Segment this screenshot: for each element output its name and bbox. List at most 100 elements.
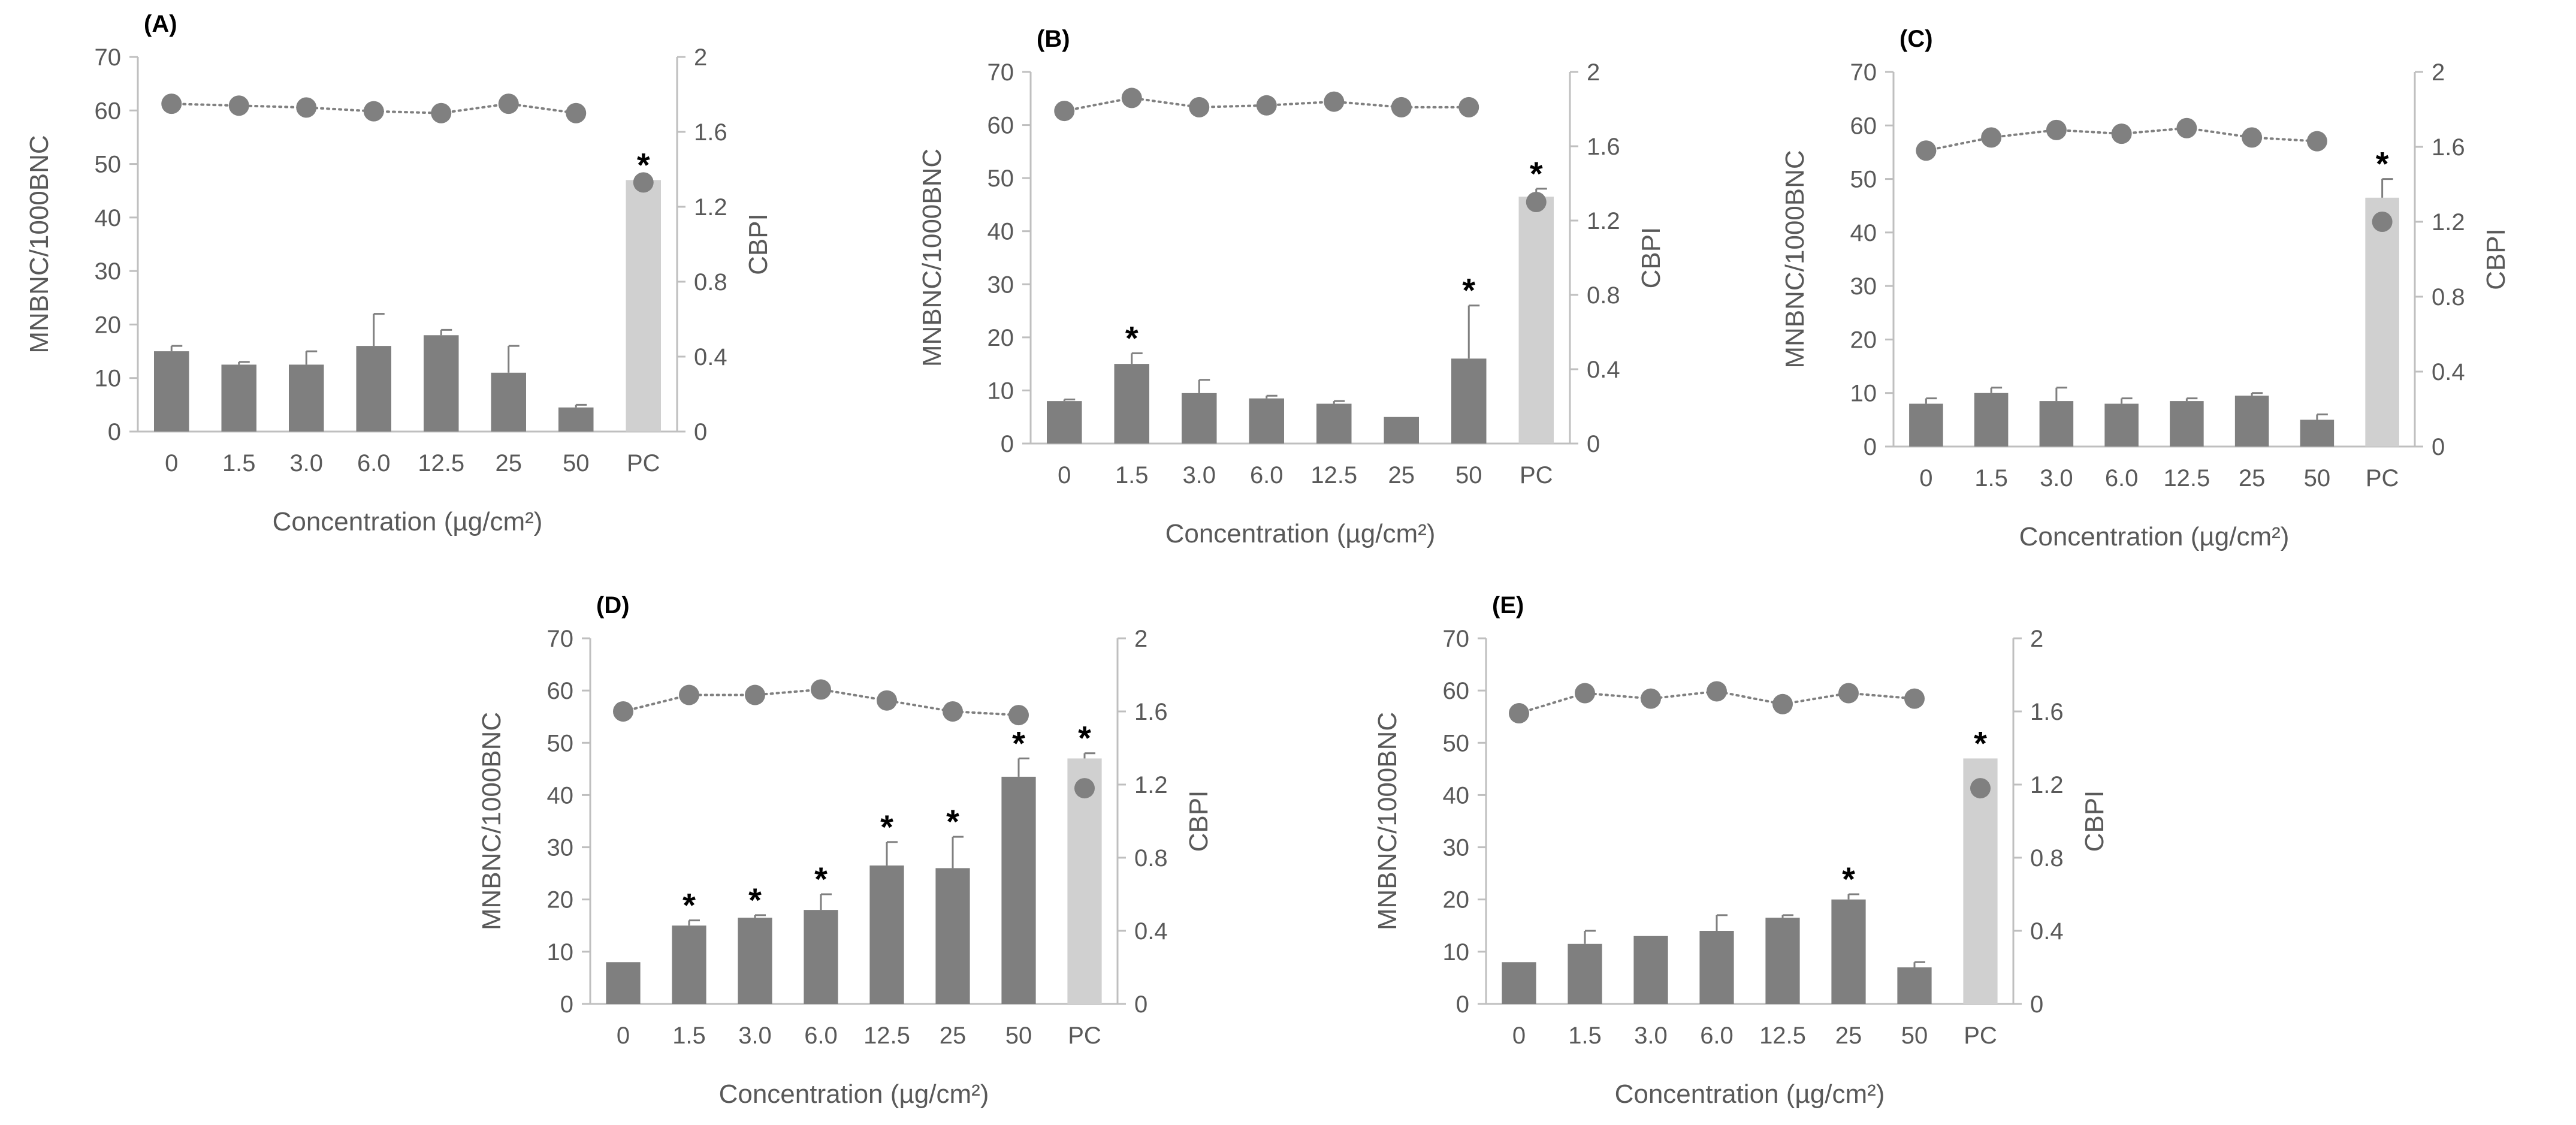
significance-star: * [1012, 724, 1025, 762]
cbpi-point [1458, 96, 1479, 117]
cbpi-point [633, 172, 654, 193]
x-tick-label: 3.0 [2040, 465, 2073, 491]
x-tick-label: 0 [165, 450, 178, 476]
cbpi-point [1509, 703, 1529, 724]
y2-tick-label: 0.4 [1134, 918, 1168, 945]
x-tick-label: 3.0 [738, 1023, 772, 1049]
bar [1451, 358, 1487, 444]
bar [1568, 943, 1602, 1004]
y-tick-label: 60 [987, 113, 1014, 139]
cbpi-point [2242, 127, 2263, 148]
x-tick-label: 50 [1901, 1023, 1928, 1049]
cbpi-point [1970, 778, 1991, 799]
bar [1182, 393, 1217, 444]
y2-axis-title: CBPI [2080, 791, 2109, 852]
chart-svg: 0 10 20 30 40 50 60 70 0 0.4 0.8 1.2 1.6 2 * * 0 1.5 3.0 6.… [1373, 592, 2109, 1109]
y-tick-label: 20 [987, 325, 1014, 351]
bar [1765, 918, 1800, 1004]
significance-star: * [814, 860, 828, 898]
y2-tick-label: 1.2 [1134, 772, 1168, 798]
cbpi-point [498, 94, 519, 114]
x-tick-label: 25 [1835, 1023, 1862, 1049]
y-tick-label: 0 [560, 991, 573, 1018]
bar-pc [626, 180, 661, 432]
x-tick-label: 50 [1005, 1023, 1032, 1049]
x-tick-label: 0 [1919, 465, 1932, 491]
y-tick-label: 70 [1443, 626, 1470, 652]
x-axis-title: Concentration (µg/cm²) [719, 1079, 989, 1109]
cbpi-point [1575, 683, 1595, 704]
x-tick-label: 25 [2239, 465, 2266, 491]
y2-tick-label: 1.6 [1134, 699, 1168, 725]
bar [1001, 776, 1036, 1004]
bar [1384, 417, 1419, 444]
y-tick-label: 70 [95, 44, 122, 71]
y2-tick-label: 0.8 [2030, 845, 2064, 871]
bar [1316, 403, 1352, 444]
significance-star: * [1842, 860, 1855, 898]
bar [424, 335, 459, 432]
x-tick-label: 1.5 [672, 1023, 706, 1049]
significance-star: * [1974, 724, 1987, 762]
y2-axis-title: CBPI [1636, 227, 1666, 289]
bar [1249, 398, 1284, 444]
y-tick-label: 60 [1850, 113, 1877, 139]
y-tick-label: 50 [547, 730, 574, 756]
y-tick-label: 50 [987, 165, 1014, 192]
significance-star: * [1462, 272, 1475, 309]
cbpi-point [228, 95, 249, 116]
y2-tick-label: 0 [2030, 991, 2043, 1018]
cbpi-point [2176, 117, 2197, 138]
bar [935, 868, 970, 1004]
cbpi-point [2306, 131, 2327, 152]
y2-tick-label: 1.6 [694, 119, 727, 146]
bar [1974, 393, 2009, 447]
y-tick-label: 40 [1443, 782, 1470, 809]
bar [154, 351, 189, 432]
y2-tick-label: 2 [1587, 59, 1600, 86]
y2-tick-label: 0.8 [2432, 284, 2465, 310]
bar [2300, 420, 2335, 447]
y2-tick-label: 0 [2432, 434, 2445, 460]
x-tick-label: 6.0 [1700, 1023, 1734, 1049]
x-tick-label: 1.5 [1115, 462, 1149, 488]
y-tick-label: 20 [1443, 887, 1470, 913]
chart-panel-c: 0 10 20 30 40 50 60 70 0 0.4 0.8 1.2 1.6 2 * 0 1.5 3.0 6.0… [1756, 12, 2571, 563]
x-tick-label: PC [1068, 1023, 1101, 1049]
cbpi-point [877, 690, 897, 711]
cbpi-point [1324, 91, 1345, 112]
y-tick-label: 0 [1001, 431, 1014, 457]
cbpi-point [2372, 212, 2393, 232]
x-tick-label: 6.0 [804, 1023, 838, 1049]
x-tick-label: 50 [2304, 465, 2331, 491]
y2-tick-label: 1.6 [2030, 699, 2064, 725]
x-tick-label: 25 [940, 1023, 967, 1049]
chart-panel-e: 0 10 20 30 40 50 60 70 0 0.4 0.8 1.2 1.6 2 * * 0 1.5 3.0 6.… [1330, 575, 2187, 1125]
y2-tick-label: 0.8 [1134, 845, 1168, 871]
cbpi-point [161, 94, 182, 114]
x-tick-label: PC [2366, 465, 2399, 491]
x-tick-label: 1.5 [1974, 465, 2008, 491]
y-tick-label: 30 [547, 835, 574, 861]
x-tick-label: 12.5 [2163, 465, 2210, 491]
bar-pc [1518, 197, 1554, 444]
cbpi-point [1054, 101, 1075, 122]
panel-label: (E) [1492, 592, 1524, 619]
y2-tick-label: 0.4 [2432, 359, 2465, 385]
y-tick-label: 60 [1443, 678, 1470, 704]
x-tick-label: PC [1520, 462, 1553, 488]
panel-label: (B) [1037, 26, 1070, 52]
x-tick-label: 0 [1512, 1023, 1526, 1049]
significance-star: * [748, 881, 762, 919]
cbpi-point [1391, 96, 1412, 117]
y-tick-label: 10 [1850, 381, 1877, 407]
cbpi-point [1916, 140, 1937, 161]
y2-tick-label: 1.2 [2432, 209, 2465, 236]
bar [1909, 403, 1943, 447]
cbpi-point [1074, 778, 1095, 799]
cbpi-point [1981, 127, 2002, 148]
bar [804, 910, 838, 1004]
bar [1897, 967, 1932, 1004]
